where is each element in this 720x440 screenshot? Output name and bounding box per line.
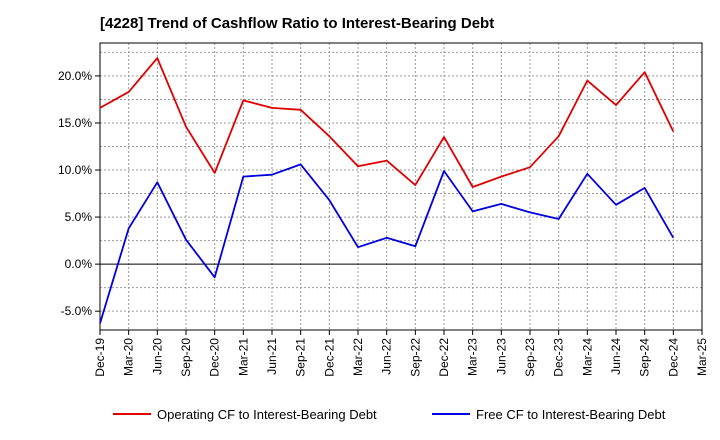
y-tick-label: 20.0% xyxy=(58,69,92,83)
y-tick-label: 0.0% xyxy=(65,257,93,271)
x-tick-label: Jun-24 xyxy=(609,338,623,375)
x-tick-label: Mar-24 xyxy=(580,338,594,376)
x-tick-label: Mar-21 xyxy=(236,338,250,376)
legend: Operating CF to Interest-Bearing Debt Fre… xyxy=(113,407,666,422)
plot-frame xyxy=(99,42,703,331)
x-tick-label: Jun-21 xyxy=(265,338,279,375)
x-tick-label: Dec-22 xyxy=(437,338,451,377)
x-tick-label: Mar-20 xyxy=(122,338,136,376)
x-tick-label: Jun-22 xyxy=(380,338,394,375)
chart-title: [4228] Trend of Cashflow Ratio to Intere… xyxy=(100,15,495,32)
x-tick-label: Jun-23 xyxy=(494,338,508,375)
y-tick-label: 15.0% xyxy=(58,116,92,130)
x-tick-label: Dec-24 xyxy=(666,338,680,377)
x-tick-label: Jun-20 xyxy=(150,338,164,375)
x-tick-label: Mar-22 xyxy=(351,338,365,376)
x-tick-label: Sep-21 xyxy=(294,338,308,377)
x-tick-label: Mar-25 xyxy=(695,338,709,376)
x-axis: Dec-19 Mar-20 Jun-20 Sep-20 Dec-20 Mar-21 Jun-… xyxy=(93,330,709,377)
y-axis: -5.0% 0.0% 5.0% 10.0% 15.0% 20.0% xyxy=(58,69,100,318)
y-tick-label: 5.0% xyxy=(65,210,93,224)
series-line-2 xyxy=(99,163,675,324)
y-tick-label: 10.0% xyxy=(58,163,92,177)
legend-label-1: Operating CF to Interest-Bearing Debt xyxy=(157,407,377,422)
x-tick-label: Sep-20 xyxy=(179,338,193,377)
x-tick-label: Dec-20 xyxy=(208,338,222,377)
x-tick-label: Dec-21 xyxy=(322,338,336,377)
grid-lines xyxy=(100,43,702,330)
series-line-1 xyxy=(99,57,675,188)
series-lines xyxy=(99,57,675,324)
x-tick-label: Dec-23 xyxy=(552,338,566,377)
y-tick-label: -5.0% xyxy=(61,304,93,318)
x-tick-label: Sep-22 xyxy=(408,338,422,377)
x-tick-label: Sep-24 xyxy=(638,338,652,377)
x-tick-label: Dec-19 xyxy=(93,338,107,377)
x-tick-label: Mar-23 xyxy=(466,338,480,376)
legend-label-2: Free CF to Interest-Bearing Debt xyxy=(476,407,666,422)
x-tick-label: Sep-23 xyxy=(523,338,537,377)
